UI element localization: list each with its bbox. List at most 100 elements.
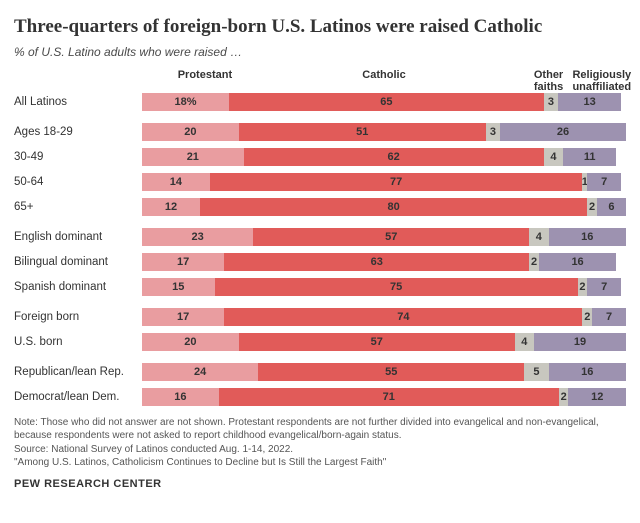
bar-segment: 4 <box>529 228 548 246</box>
row-group: English dominant 23 57 4 16 Bilingual dominan… <box>14 226 626 298</box>
chart-note: Note: Those who did not answer are not s… <box>14 416 626 442</box>
data-row: All Latinos 18% 65 3 13 <box>14 91 626 113</box>
segment-value: 16 <box>571 256 583 268</box>
row-label: All Latinos <box>14 96 142 108</box>
segment-value: 5 <box>533 366 539 378</box>
row-group: Republican/lean Rep.2455516Democrat/lean… <box>14 361 626 408</box>
segment-value: 3 <box>548 96 554 108</box>
bar-segment: 16 <box>539 253 616 271</box>
segment-value: 2 <box>579 281 585 293</box>
data-row: 30-492162411 <box>14 146 626 168</box>
bar-segment: 17 <box>142 253 224 271</box>
segment-value: 2 <box>531 256 537 268</box>
bar-segment: 12 <box>142 198 200 216</box>
data-row: Foreign born177427 <box>14 306 626 328</box>
segment-value: 7 <box>606 311 612 323</box>
segment-value: 17 <box>177 256 189 268</box>
segment-value: 4 <box>521 336 527 348</box>
bar-segment: 2 <box>582 308 592 326</box>
segment-value: 23 <box>192 231 204 243</box>
segment-value: 6 <box>608 201 614 213</box>
row-label: U.S. born <box>14 336 142 348</box>
bar-segment: 3 <box>486 123 501 141</box>
segment-value: 16 <box>581 231 593 243</box>
segment-value: 18% <box>175 96 197 108</box>
row-group: All Latinos 18% 65 3 13 <box>14 91 626 113</box>
segment-value: 3 <box>490 126 496 138</box>
stacked-bar: 21 62 4 11 <box>142 148 626 166</box>
bar-segment: 21 <box>142 148 244 166</box>
segment-value: 65 <box>380 96 392 108</box>
segment-value: 63 <box>371 256 383 268</box>
column-header: Protestant <box>178 69 232 81</box>
bar-segment: 20 <box>142 123 239 141</box>
bar-segment: 57 <box>239 333 515 351</box>
stacked-bar: 18% 65 3 13 <box>142 93 626 111</box>
bar-segment: 6 <box>597 198 626 216</box>
bar-segment: 18% <box>142 93 229 111</box>
bar-segment: 77 <box>210 173 583 191</box>
stacked-bar: 2455516 <box>142 363 626 381</box>
stacked-bar: 16 712 12 <box>142 388 626 406</box>
data-row: U.S. born2057419 <box>14 331 626 353</box>
chart-report: "Among U.S. Latinos, Catholicism Continu… <box>14 457 626 468</box>
bar-segment: 2 <box>559 388 569 406</box>
stacked-bar: 177427 <box>142 308 626 326</box>
segment-value: 24 <box>194 366 206 378</box>
segment-value: 14 <box>170 176 182 188</box>
data-row: Republican/lean Rep.2455516 <box>14 361 626 383</box>
bar-segment: 15 <box>142 278 215 296</box>
data-row: English dominant 23 57 4 16 <box>14 226 626 248</box>
bar-segment: 7 <box>587 173 621 191</box>
row-label: Bilingual dominant <box>14 256 142 268</box>
segment-value: 11 <box>584 151 596 163</box>
chart-subtitle: % of U.S. Latino adults who were raised … <box>14 45 626 59</box>
row-label: Ages 18-29 <box>14 126 142 138</box>
row-group: Ages 18-29205132630-49216241150-64147717… <box>14 121 626 218</box>
chart-title: Three-quarters of foreign-born U.S. Lati… <box>14 16 626 39</box>
bar-segment: 57 <box>253 228 529 246</box>
segment-value: 57 <box>385 231 397 243</box>
data-row: 65+128026 <box>14 196 626 218</box>
bar-segment: 74 <box>224 308 582 326</box>
data-row: Bilingual dominant 17 63 2 16 <box>14 251 626 273</box>
stacked-bar: 17 63 2 16 <box>142 253 626 271</box>
row-label: Spanish dominant <box>14 281 142 293</box>
data-row: 50-64147717 <box>14 171 626 193</box>
bar-segment: 11 <box>563 148 616 166</box>
row-label: Republican/lean Rep. <box>14 366 142 378</box>
stacked-bar: 147717 <box>142 173 626 191</box>
bar-segment: 7 <box>592 308 626 326</box>
bar-segment: 5 <box>524 363 548 381</box>
bar-segment: 71 <box>219 388 559 406</box>
bar-segment: 24 <box>142 363 258 381</box>
stacked-bar: 2057419 <box>142 333 626 351</box>
segment-value: 21 <box>187 151 199 163</box>
bar-segment: 2 <box>587 198 597 216</box>
bar-segment: 51 <box>239 123 486 141</box>
segment-value: 16 <box>174 391 186 403</box>
stacked-bar: 2051326 <box>142 123 626 141</box>
segment-value: 7 <box>601 176 607 188</box>
row-label: English dominant <box>14 231 142 243</box>
segment-value: 74 <box>397 311 409 323</box>
column-header: Other faiths <box>534 69 563 93</box>
bar-segment: 13 <box>558 93 621 111</box>
segment-value: 62 <box>388 151 400 163</box>
row-label: Democrat/lean Dem. <box>14 391 142 403</box>
segment-value: 2 <box>584 311 590 323</box>
segment-value: 4 <box>550 151 556 163</box>
segment-value: 20 <box>184 126 196 138</box>
segment-value: 55 <box>385 366 397 378</box>
segment-value: 4 <box>536 231 542 243</box>
bar-segment: 2 <box>578 278 588 296</box>
row-group: Foreign born177427U.S. born2057419 <box>14 306 626 353</box>
segment-value: 2 <box>589 201 595 213</box>
stacked-bar: 157527 <box>142 278 626 296</box>
bar-segment: 2 <box>529 253 539 271</box>
segment-value: 51 <box>356 126 368 138</box>
row-label: 50-64 <box>14 176 142 188</box>
segment-value: 12 <box>591 391 603 403</box>
bar-segment: 4 <box>544 148 563 166</box>
data-row: Ages 18-292051326 <box>14 121 626 143</box>
